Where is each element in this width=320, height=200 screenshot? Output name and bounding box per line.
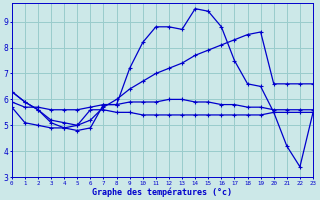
X-axis label: Graphe des températures (°c): Graphe des températures (°c) (92, 187, 232, 197)
